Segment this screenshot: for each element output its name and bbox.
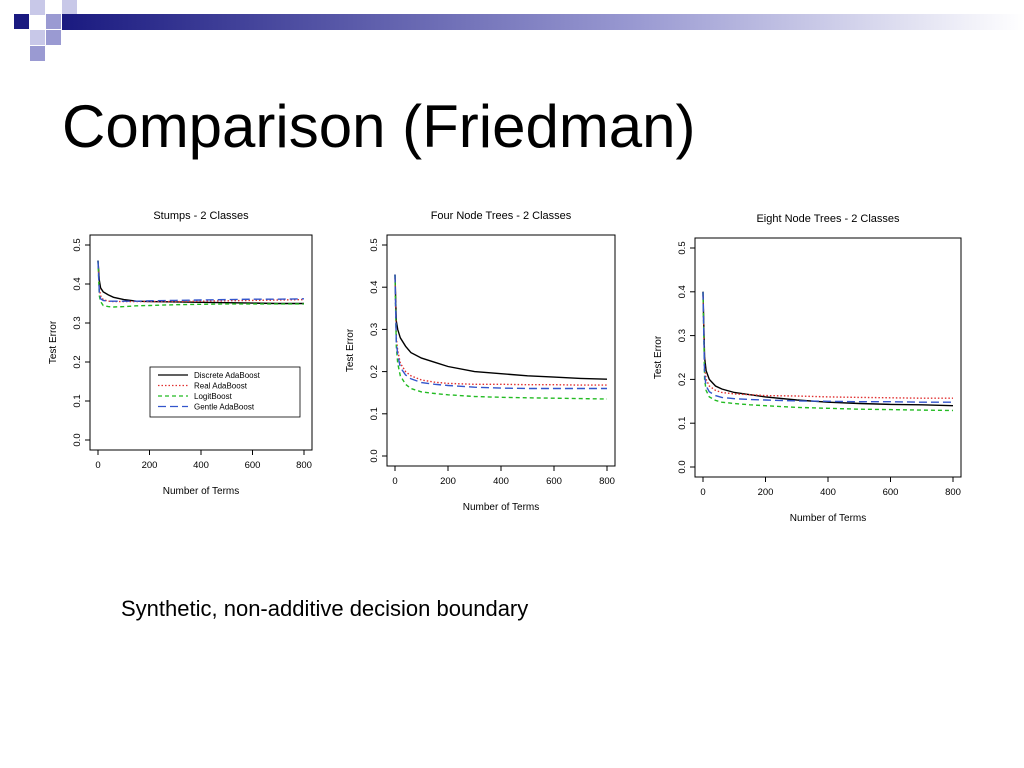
series-line-gentle-adaboost (97, 260, 305, 302)
y-tick-label: 0.1 (677, 417, 688, 430)
y-tick-label: 0.2 (369, 365, 380, 378)
x-axis-label: Number of Terms (163, 486, 240, 497)
series-line-discrete-adaboost (394, 274, 608, 380)
series-line-gentle-adaboost (702, 291, 953, 403)
series-line-logitboost (702, 291, 954, 412)
y-tick-label: 0.3 (369, 323, 380, 336)
deco-square (46, 30, 61, 45)
y-tick-label: 0.3 (677, 329, 688, 342)
series-line-real-adaboost (394, 274, 607, 386)
deco-square (14, 14, 29, 29)
x-tick-label: 800 (296, 460, 312, 471)
x-tick-label: 0 (95, 460, 100, 471)
y-axis-label: Test Error (653, 335, 664, 379)
deco-square (30, 30, 45, 45)
deco-square (62, 0, 77, 15)
x-tick-label: 0 (392, 476, 397, 487)
y-tick-label: 0.0 (72, 433, 83, 446)
chart-stumps: Stumps - 2 Classes 0 200 400 600 800 0.0 0.1 0.2… (48, 210, 313, 497)
y-tick-label: 0.2 (72, 355, 83, 368)
legend-label: Real AdaBoost (194, 382, 248, 391)
deco-gradient-bar (62, 14, 1024, 30)
x-tick-label: 0 (700, 487, 705, 498)
chart-four-node-trees: Four Node Trees - 2 Classes 0 200 400 600 800… (345, 210, 616, 513)
plot-frame (89, 234, 313, 451)
legend-label: Discrete AdaBoost (194, 371, 261, 380)
x-tick-label: 400 (193, 460, 209, 471)
x-axis-label: Number of Terms (790, 513, 867, 524)
series-line-real-adaboost (702, 291, 953, 399)
series-line-real-adaboost (97, 260, 305, 303)
x-tick-label: 600 (546, 476, 562, 487)
y-tick-label: 0.1 (72, 394, 83, 407)
deco-square (46, 14, 61, 29)
x-tick-label: 200 (142, 460, 158, 471)
slide-title: Comparison (Friedman) (62, 93, 696, 160)
plot-frame (386, 234, 616, 467)
deco-square (30, 46, 45, 61)
deco-square (30, 0, 45, 15)
y-tick-label: 0.5 (72, 238, 83, 251)
series-line-gentle-adaboost (394, 274, 607, 390)
y-axis-label: Test Error (48, 320, 59, 364)
y-axis-label: Test Error (345, 328, 356, 372)
plot-frame (694, 237, 962, 478)
chart-title: Four Node Trees - 2 Classes (431, 210, 572, 222)
y-tick-label: 0.2 (677, 373, 688, 386)
legend-label: Gentle AdaBoost (194, 403, 255, 412)
x-tick-label: 600 (883, 487, 899, 498)
x-tick-label: 400 (493, 476, 509, 487)
series-line-discrete-adaboost (702, 291, 954, 407)
chart-title: Stumps - 2 Classes (153, 210, 249, 222)
y-tick-label: 0.5 (677, 241, 688, 254)
y-tick-label: 0.3 (72, 316, 83, 329)
chart-title: Eight Node Trees - 2 Classes (756, 213, 900, 225)
chart-eight-node-trees: Eight Node Trees - 2 Classes 0 200 400 600 80… (653, 213, 962, 524)
legend-label: LogitBoost (194, 392, 233, 401)
series-line-logitboost (97, 260, 304, 308)
header-decoration (14, 0, 1024, 61)
y-tick-label: 0.1 (369, 407, 380, 420)
y-tick-label: 0.0 (369, 449, 380, 462)
x-axis-label: Number of Terms (463, 502, 540, 513)
series-line-discrete-adaboost (97, 260, 304, 305)
y-tick-label: 0.0 (677, 460, 688, 473)
x-tick-label: 200 (758, 487, 774, 498)
series-line-logitboost (394, 274, 608, 400)
x-tick-label: 800 (945, 487, 961, 498)
x-tick-label: 200 (440, 476, 456, 487)
x-tick-label: 400 (820, 487, 836, 498)
x-tick-label: 800 (599, 476, 615, 487)
x-tick-label: 600 (245, 460, 261, 471)
y-tick-label: 0.4 (72, 277, 83, 290)
y-tick-label: 0.5 (369, 238, 380, 251)
y-tick-label: 0.4 (677, 285, 688, 298)
y-tick-label: 0.4 (369, 281, 380, 294)
slide-caption: Synthetic, non-additive decision boundar… (121, 596, 529, 621)
